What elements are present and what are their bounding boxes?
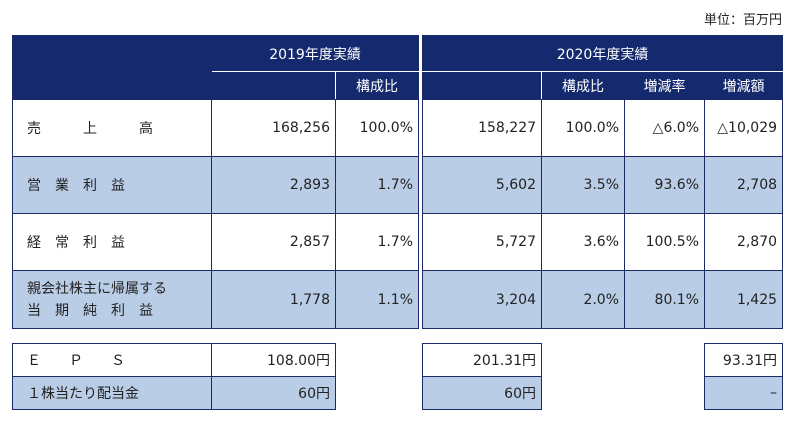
- value-2020: 5,727: [422, 213, 543, 271]
- header-ratio-2020: 構成比: [541, 71, 626, 100]
- row-dividend: １株当たり配当金 60円 60円 –: [12, 376, 783, 410]
- change-amount: 1,425: [704, 270, 784, 329]
- row-label-line2: 当 期 純 利 益: [27, 302, 153, 319]
- value-2020: 158,227: [422, 99, 543, 157]
- value-2020: 60円: [422, 376, 542, 410]
- value-2019: 108.00円: [211, 343, 336, 377]
- change-amount: 2,708: [704, 156, 784, 214]
- header-row-sub: 構成比 構成比 増減率 増減額: [13, 71, 784, 100]
- change-amount: 93.31円: [704, 343, 783, 377]
- financial-results-table: 2019年度実績 2020年度実績 構成比 構成比 増減率 増減額 売 上 高 …: [12, 35, 784, 329]
- ratio-2019: 1.7%: [334, 213, 420, 271]
- row-operating-income: 営 業 利 益 2,893 1.7% 5,602 3.5% 93.6% 2,70…: [12, 156, 784, 214]
- row-label: 営 業 利 益: [12, 156, 212, 214]
- change-amount: 2,870: [704, 213, 784, 271]
- change-rate: △6.0%: [624, 99, 706, 157]
- change-amount: △10,029: [704, 99, 784, 157]
- row-label: 親会社株主に帰属する 当 期 純 利 益: [12, 270, 212, 329]
- change-rate: 80.1%: [624, 270, 706, 329]
- row-label: 売 上 高: [12, 99, 212, 157]
- value-2019: 2,857: [211, 213, 336, 271]
- header-fy2020: 2020年度実績: [422, 35, 784, 72]
- row-label-line1: 親会社株主に帰属する: [27, 280, 167, 297]
- ratio-2020: 2.0%: [541, 270, 626, 329]
- value-2019: 60円: [211, 376, 336, 410]
- per-share-table: Ｅ Ｐ Ｓ 108.00円 201.31円 93.31円 １株当たり配当金 60…: [12, 343, 783, 410]
- header-fy2019: 2019年度実績: [210, 35, 420, 72]
- ratio-2019: 1.7%: [334, 156, 420, 214]
- row-net-income: 親会社株主に帰属する 当 期 純 利 益 1,778 1.1% 3,204 2.…: [12, 270, 784, 329]
- value-2019: 168,256: [211, 99, 336, 157]
- value-2020: 3,204: [422, 270, 543, 329]
- ratio-2019: 100.0%: [334, 99, 420, 157]
- change-rate: 100.5%: [624, 213, 706, 271]
- value-2019: 1,778: [211, 270, 336, 329]
- value-2019: 2,893: [211, 156, 336, 214]
- ratio-2020: 3.6%: [541, 213, 626, 271]
- header-row-top: 2019年度実績 2020年度実績: [12, 35, 784, 100]
- header-corner: [12, 35, 212, 100]
- row-eps: Ｅ Ｐ Ｓ 108.00円 201.31円 93.31円: [12, 343, 783, 377]
- change-amount: –: [704, 376, 783, 410]
- change-rate: 93.6%: [624, 156, 706, 214]
- unit-note: 単位：百万円: [703, 13, 782, 28]
- header-ratio-2019: 構成比: [334, 71, 420, 100]
- value-2020: 5,602: [422, 156, 543, 214]
- row-label: Ｅ Ｐ Ｓ: [12, 343, 212, 377]
- header-change-rate: 増減率: [624, 71, 706, 100]
- row-label: １株当たり配当金: [12, 376, 212, 410]
- ratio-2019: 1.1%: [334, 270, 420, 329]
- row-label: 経 常 利 益: [12, 213, 212, 271]
- value-2020: 201.31円: [422, 343, 542, 377]
- ratio-2020: 100.0%: [541, 99, 626, 157]
- row-ordinary-income: 経 常 利 益 2,857 1.7% 5,727 3.6% 100.5% 2,8…: [12, 213, 784, 271]
- row-net-sales: 売 上 高 168,256 100.0% 158,227 100.0% △6.0…: [12, 99, 784, 157]
- ratio-2020: 3.5%: [541, 156, 626, 214]
- header-change-amount: 増減額: [704, 71, 784, 100]
